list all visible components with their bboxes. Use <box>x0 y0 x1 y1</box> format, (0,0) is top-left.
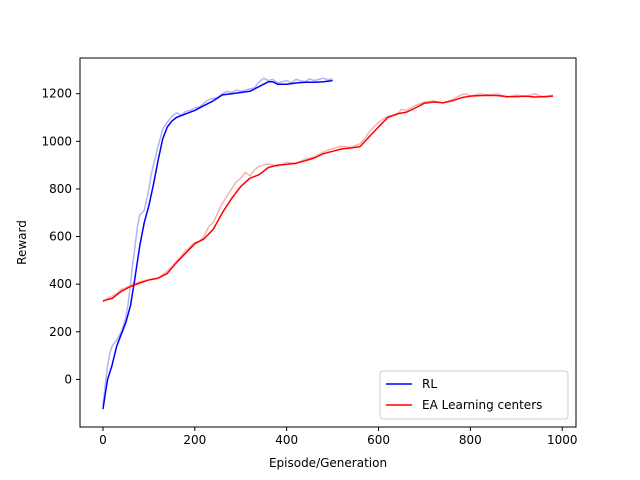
y-tick-label: 400 <box>49 277 72 291</box>
x-tick-label: 400 <box>275 433 298 447</box>
y-tick-label: 1000 <box>41 134 72 148</box>
x-tick-label: 600 <box>367 433 390 447</box>
legend-box <box>379 370 569 420</box>
y-axis-label: Reward <box>15 220 29 265</box>
x-tick-label: 1000 <box>547 433 578 447</box>
raw-series-layer <box>102 77 554 406</box>
x-axis-label: Episode/Generation <box>269 456 387 470</box>
y-tick-label: 200 <box>49 325 72 339</box>
legend: RL EA Learning centers <box>379 370 569 420</box>
series-ea-learning-centers-line <box>102 94 554 302</box>
legend-label-ea-learning-centers: EA Learning centers <box>422 398 542 412</box>
series-rl-line <box>102 79 333 410</box>
y-axis: 0 200 400 600 800 1000 1200 <box>41 87 80 386</box>
y-tick-label: 600 <box>49 230 72 244</box>
legend-label-rl: RL <box>422 377 437 391</box>
plot-frame <box>79 57 577 428</box>
y-tick-label: 800 <box>49 182 72 196</box>
series-rl-raw-line <box>102 77 333 406</box>
y-tick-label: 0 <box>64 372 72 386</box>
x-axis: 0 200 400 600 800 1000 <box>99 427 577 447</box>
y-tick-label: 1200 <box>41 87 72 101</box>
x-tick-label: 0 <box>99 433 107 447</box>
smoothed-series-layer <box>102 79 554 410</box>
x-tick-label: 800 <box>459 433 482 447</box>
x-tick-label: 200 <box>183 433 206 447</box>
